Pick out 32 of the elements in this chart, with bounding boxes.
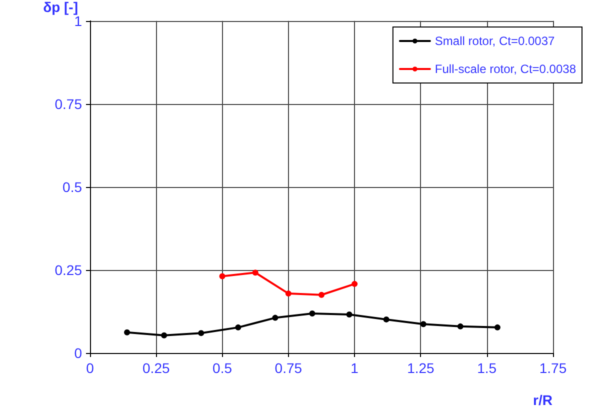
point — [420, 321, 426, 328]
point — [219, 273, 226, 280]
legend-label: Full-scale rotor, Ct=0.0038 — [434, 62, 576, 76]
x-tick-label: 1.5 — [477, 360, 497, 376]
point — [235, 324, 242, 330]
point — [457, 323, 464, 330]
point — [161, 332, 168, 338]
point — [494, 324, 500, 330]
x-tick-label: 1 — [350, 360, 359, 376]
x-tick-label: 0.25 — [142, 360, 170, 376]
point — [383, 316, 390, 322]
point — [285, 290, 292, 297]
point — [309, 310, 316, 316]
y-tick-label: 0.75 — [54, 96, 82, 112]
point — [352, 280, 358, 287]
y-tick-label: 0.5 — [62, 178, 82, 195]
y-tick-label: 0 — [74, 345, 82, 361]
point — [272, 314, 278, 321]
point — [124, 329, 130, 336]
x-axis-title: r/R — [533, 392, 552, 407]
point — [198, 330, 204, 336]
point — [252, 270, 258, 276]
x-tick-label: 0 — [86, 360, 94, 376]
x-tick-label: 1.25 — [407, 360, 435, 376]
x-tick-label: 0.5 — [212, 360, 232, 376]
y-tick-label: 0.25 — [54, 262, 82, 278]
point — [346, 311, 352, 318]
x-tick-label: 0.75 — [274, 360, 302, 376]
x-tick-label: 1.75 — [539, 360, 567, 376]
legend-label: Small rotor, Ct=0.0037 — [434, 34, 555, 48]
point — [318, 292, 324, 298]
y-axis-title: δp [-] — [43, 0, 78, 15]
